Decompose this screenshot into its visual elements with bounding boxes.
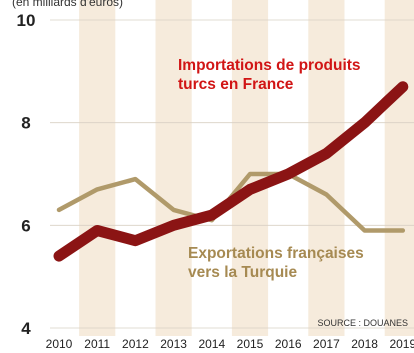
series-label-exports-line-1: Exportations françaises: [188, 245, 364, 262]
x-tick-label: 2016: [275, 337, 302, 351]
x-tick-label: 2017: [313, 337, 340, 351]
x-axis: 2010 2011 2012 2013 2014 2015 2016 2017 2018 2019: [46, 337, 414, 351]
x-tick-label: 2010: [46, 337, 73, 351]
series-label-imports: Importations de produits turcs en France: [178, 57, 365, 93]
series-label-exports-line-2: vers la Turquie: [188, 264, 297, 281]
series-line-imports: [53, 81, 409, 262]
y-axis: 4 6 8 10: [17, 11, 36, 338]
y-tick-label: 4: [21, 319, 31, 338]
x-tick-label: 2019: [389, 337, 414, 351]
series-label-imports-line-1: Importations de produits: [178, 57, 361, 74]
x-tick-label: 2018: [351, 337, 378, 351]
series-label-imports-line-2: turcs en France: [178, 76, 294, 93]
y-tick-label: 10: [17, 11, 36, 30]
series-label-exports: Exportations françaises vers la Turquie: [188, 245, 368, 281]
year-band-2017: [308, 0, 345, 336]
x-tick-label: 2011: [84, 337, 110, 351]
x-tick-label: 2013: [160, 337, 187, 351]
source-note: SOURCE : DOUANES: [317, 318, 408, 328]
year-bands: [79, 0, 414, 336]
x-tick-label: 2012: [122, 337, 149, 351]
y-tick-label: 6: [21, 216, 30, 235]
x-tick-label: 2015: [237, 337, 264, 351]
y-tick-label: 8: [21, 114, 30, 133]
series-lines: [53, 81, 409, 262]
year-band-2013: [155, 0, 192, 336]
year-band-2015: [231, 0, 269, 336]
year-band-2019: [384, 0, 414, 336]
x-tick-label: 2014: [198, 337, 225, 351]
year-band-2011: [79, 0, 116, 336]
unit-label: (en milliards d'euros): [12, 0, 123, 9]
gridlines: [50, 19, 414, 329]
